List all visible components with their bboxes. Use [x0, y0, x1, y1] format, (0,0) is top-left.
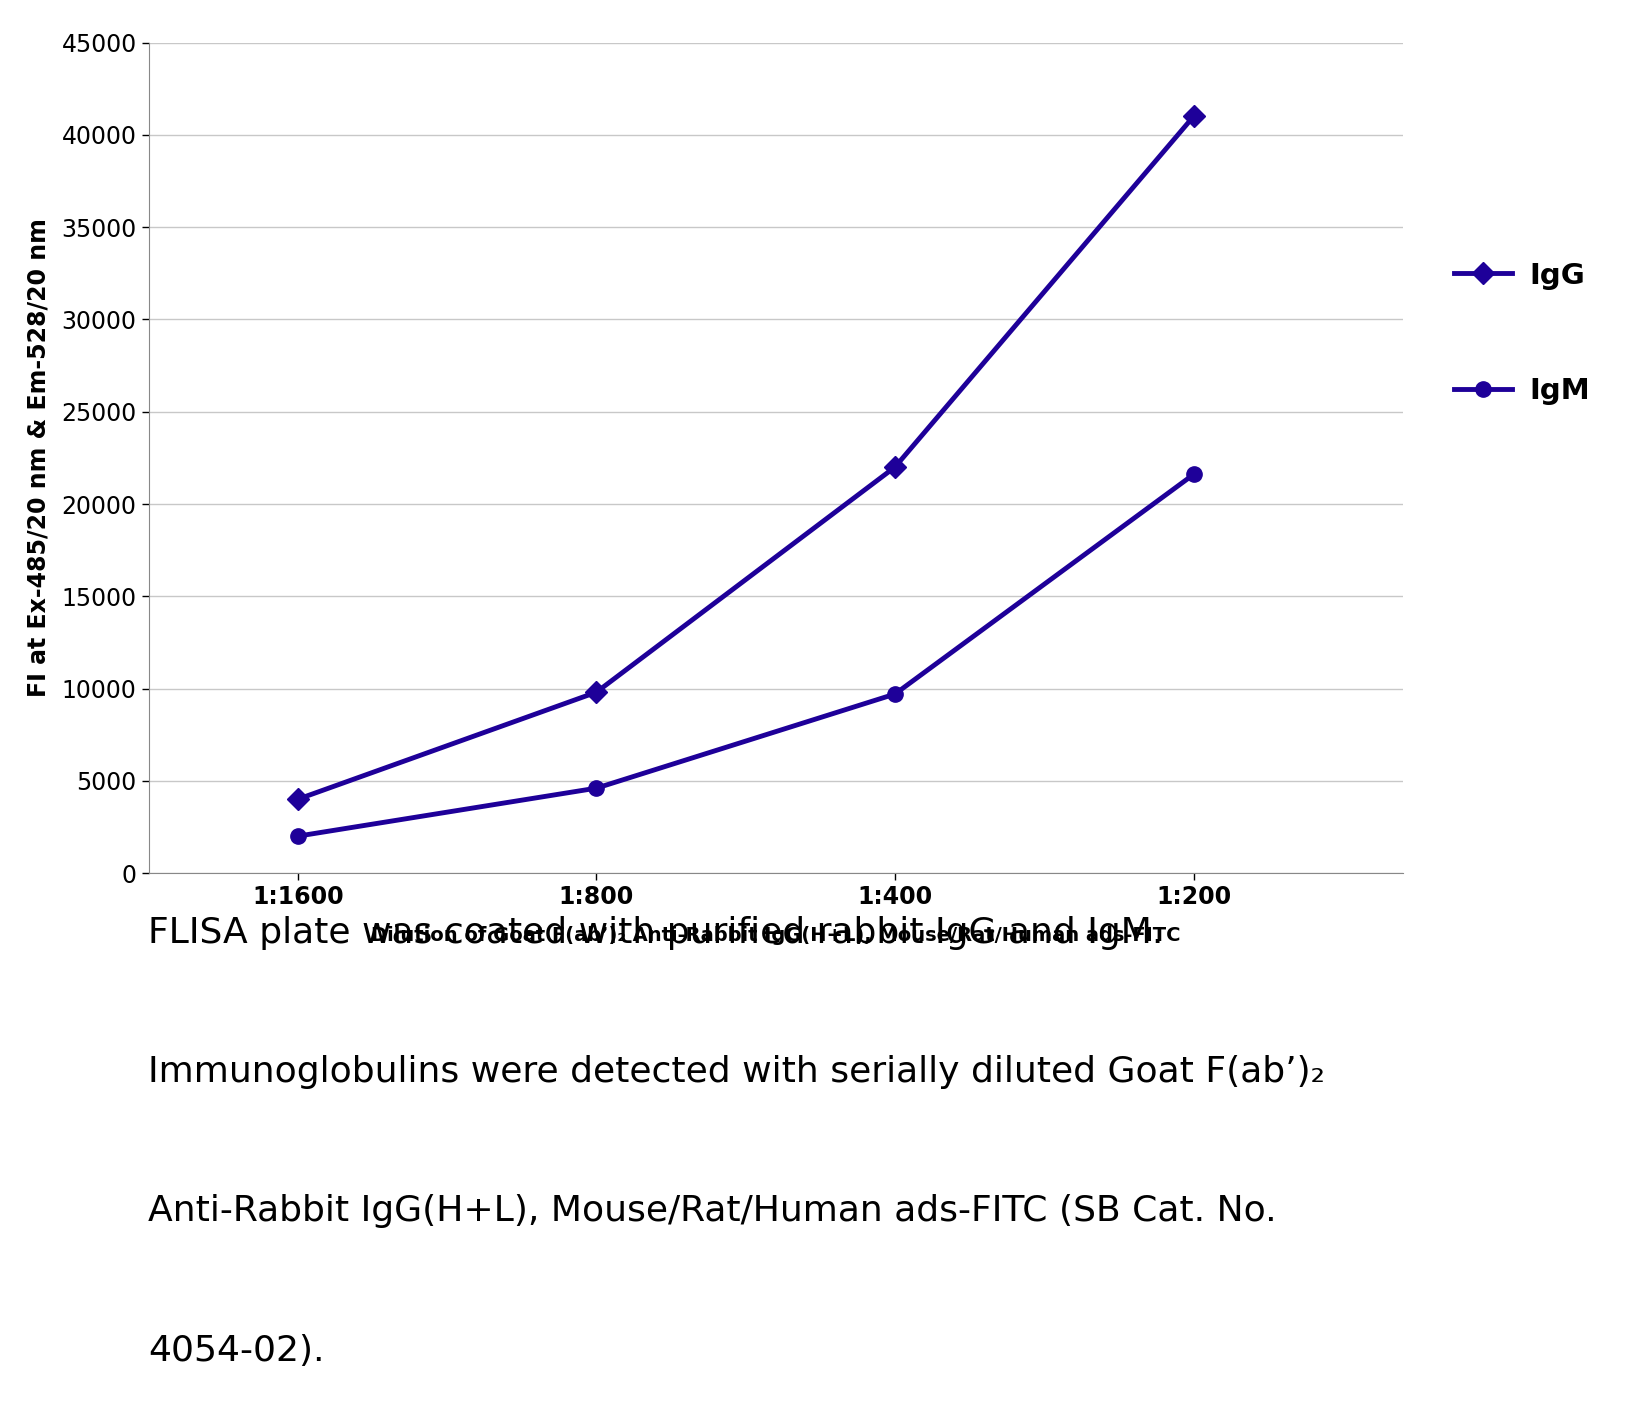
- Text: Anti-Rabbit IgG(H+L), Mouse/Rat/Human ads-FITC (SB Cat. No.: Anti-Rabbit IgG(H+L), Mouse/Rat/Human ad…: [148, 1194, 1277, 1228]
- IgM: [586, 780, 606, 797]
- Text: FLISA plate was coated with purified rabbit IgG and IgM.: FLISA plate was coated with purified rab…: [148, 916, 1163, 951]
- Legend: IgG, IgM: IgG, IgM: [1442, 250, 1602, 417]
- Line: IgM: IgM: [290, 467, 1201, 844]
- Text: Immunoglobulins were detected with serially diluted Goat F(ab’)₂: Immunoglobulins were detected with seria…: [148, 1056, 1325, 1089]
- IgG: [884, 458, 904, 475]
- Text: 4054-02).: 4054-02).: [148, 1333, 325, 1368]
- IgG: [586, 683, 606, 700]
- IgM: [287, 828, 307, 845]
- X-axis label: Dilution of Goat F(ab’)₂ Anti-Rabbit IgG(H+L), Mouse/Rat/Human ads-FITC: Dilution of Goat F(ab’)₂ Anti-Rabbit IgG…: [371, 925, 1180, 945]
- IgM: [884, 686, 904, 703]
- Y-axis label: FI at Ex-485/20 nm & Em-528/20 nm: FI at Ex-485/20 nm & Em-528/20 nm: [26, 219, 51, 697]
- IgG: [1183, 108, 1203, 125]
- Line: IgG: IgG: [290, 110, 1201, 807]
- IgG: [287, 791, 307, 808]
- IgM: [1183, 465, 1203, 482]
